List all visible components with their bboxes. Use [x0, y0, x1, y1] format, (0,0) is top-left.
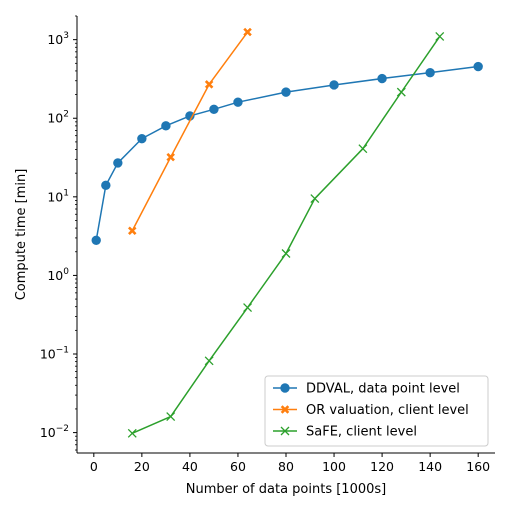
x-tick-label: 60 [230, 459, 246, 474]
data-point [161, 121, 171, 131]
legend: DDVAL, data point level OR valuation, cli… [264, 375, 489, 447]
data-point [329, 80, 339, 90]
data-point [435, 31, 445, 41]
y-tick-label: 103 [47, 31, 69, 47]
legend-marker [280, 383, 290, 393]
data-point [166, 152, 176, 162]
data-point [127, 428, 137, 438]
x-tick-label: 0 [90, 459, 98, 474]
series-2 [127, 31, 445, 438]
series-layer [91, 27, 483, 438]
x-tick-label: 40 [182, 459, 198, 474]
data-point [425, 67, 435, 78]
data-point [91, 235, 101, 245]
y-tick-label: 100 [47, 267, 69, 283]
data-point [101, 180, 111, 191]
data-point [209, 104, 219, 114]
data-point [243, 303, 253, 313]
legend-marker [280, 426, 290, 436]
x-axis-label: Number of data points [1000s] [186, 482, 387, 497]
data-point [281, 87, 291, 97]
legend-label: DDVAL, data point level [306, 382, 460, 397]
data-point [113, 158, 123, 168]
data-point [310, 194, 320, 204]
y-tick-label: 10−1 [40, 346, 69, 362]
data-point [473, 61, 483, 72]
data-point [204, 79, 214, 89]
data-point [377, 73, 387, 84]
data-point [166, 412, 176, 422]
x-tick-label: 120 [370, 459, 394, 474]
x-tick-label: 20 [134, 459, 150, 474]
legend-label: SaFE, client level [306, 425, 417, 440]
series-0 [91, 61, 483, 245]
data-point [204, 356, 214, 366]
legend-marker [280, 405, 290, 414]
x-tick-label: 140 [418, 459, 442, 474]
series-line [131, 31, 249, 232]
legend-entry: OR valuation, client level [273, 403, 469, 418]
legend-label: OR valuation, client level [306, 403, 469, 418]
series-1 [127, 27, 252, 236]
data-point [396, 87, 406, 97]
data-point [137, 133, 147, 144]
x-tick-label: 100 [322, 459, 346, 474]
y-tick-label: 10−2 [40, 424, 69, 440]
data-point [243, 27, 252, 37]
y-tick-label: 101 [47, 188, 69, 204]
data-point [127, 226, 137, 236]
y-tick-label: 102 [47, 110, 69, 126]
legend-entry: DDVAL, data point level [273, 382, 460, 397]
data-point [233, 97, 243, 107]
x-tick-label: 80 [278, 459, 294, 474]
y-axis-label: Compute time [min] [14, 169, 29, 301]
x-tick-label: 160 [466, 459, 490, 474]
axes: 0 20 40 60 80 100 120 140 160 10−2 10−1 100 101 102 10… [40, 15, 495, 474]
data-point [358, 144, 368, 154]
legend-entry: SaFE, client level [273, 425, 417, 440]
legend-box [264, 375, 489, 447]
data-point [281, 249, 291, 258]
